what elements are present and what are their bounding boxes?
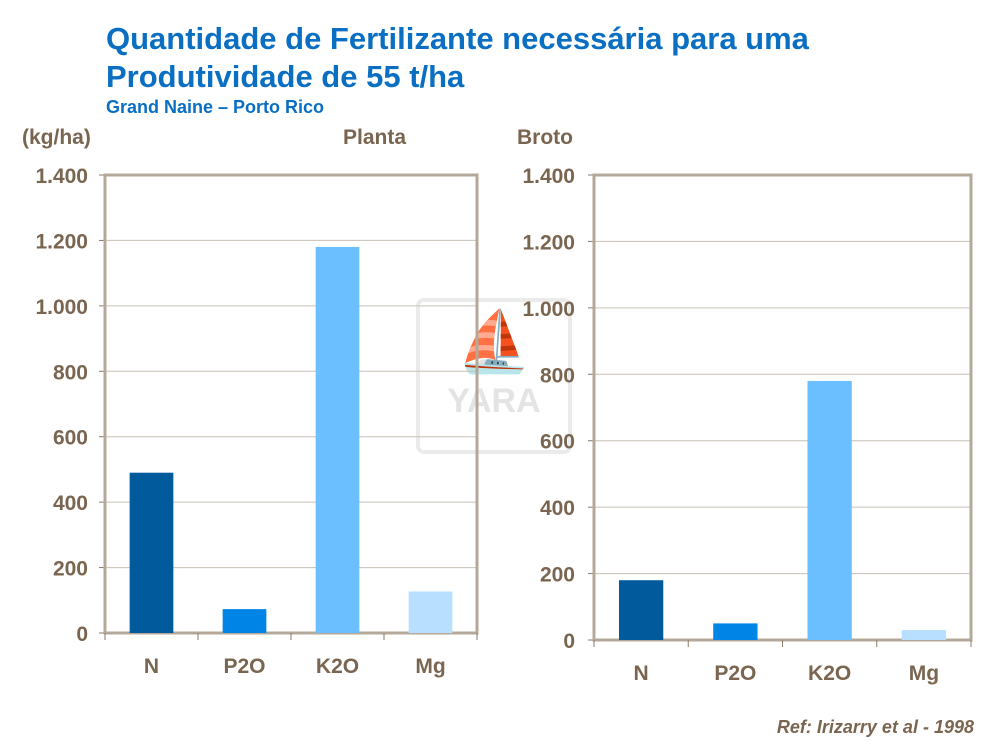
y-tick-label: 1.200 [35, 230, 88, 253]
y-tick-label: 1.200 [522, 231, 575, 254]
y-tick-label: 0 [563, 630, 575, 653]
bar-p2o [222, 609, 267, 633]
y-tick-label: 800 [53, 361, 88, 384]
x-tick-label: P2O [223, 655, 265, 678]
bar-p2o [713, 623, 758, 640]
x-tick-label: P2O [714, 662, 756, 685]
plot-frame [592, 173, 973, 642]
y-tick-label: 1.000 [522, 298, 575, 321]
y-tick-label: 600 [540, 431, 575, 454]
x-tick-label: N [634, 662, 649, 685]
title-line-1: Quantidade de Fertilizante necessária pa… [106, 21, 809, 56]
chart-title: Quantidade de Fertilizante necessária pa… [106, 20, 809, 96]
subtitle: Grand Naine – Porto Rico [106, 97, 325, 117]
x-tick-label: Mg [415, 655, 445, 678]
chart-title-broto: Broto [517, 126, 573, 149]
y-tick-label: 400 [53, 492, 88, 515]
y-tick-label: 400 [540, 497, 575, 520]
bar-k2o [807, 380, 852, 640]
reference-note: Ref: Irizarry et al - 1998 [776, 717, 974, 737]
y-tick-label: 1.400 [35, 165, 88, 188]
y-tick-label: 200 [540, 564, 575, 587]
bar-mg [901, 630, 947, 640]
x-tick-label: Mg [909, 662, 939, 685]
bar-n [129, 472, 174, 633]
y-tick-label: 0 [76, 623, 88, 646]
title-line-2: Produtividade de 55 t/ha [106, 59, 465, 94]
x-tick-label: K2O [808, 662, 851, 685]
y-tick-label: 1.400 [522, 165, 575, 188]
x-tick-label: K2O [316, 655, 359, 678]
bar-mg [408, 591, 453, 633]
y-tick-label: 600 [53, 427, 88, 450]
y-tick-label: 800 [540, 364, 575, 387]
x-tick-label: N [144, 655, 159, 678]
bar-n [618, 580, 664, 640]
y-axis-unit-label: (kg/ha) [22, 126, 91, 149]
yara-logo-watermark: ⛵ YARA [416, 298, 572, 454]
chart-title-planta: Planta [343, 126, 407, 149]
y-tick-label: 1.000 [35, 296, 88, 319]
bar-k2o [315, 246, 360, 633]
y-tick-label: 200 [53, 558, 88, 581]
